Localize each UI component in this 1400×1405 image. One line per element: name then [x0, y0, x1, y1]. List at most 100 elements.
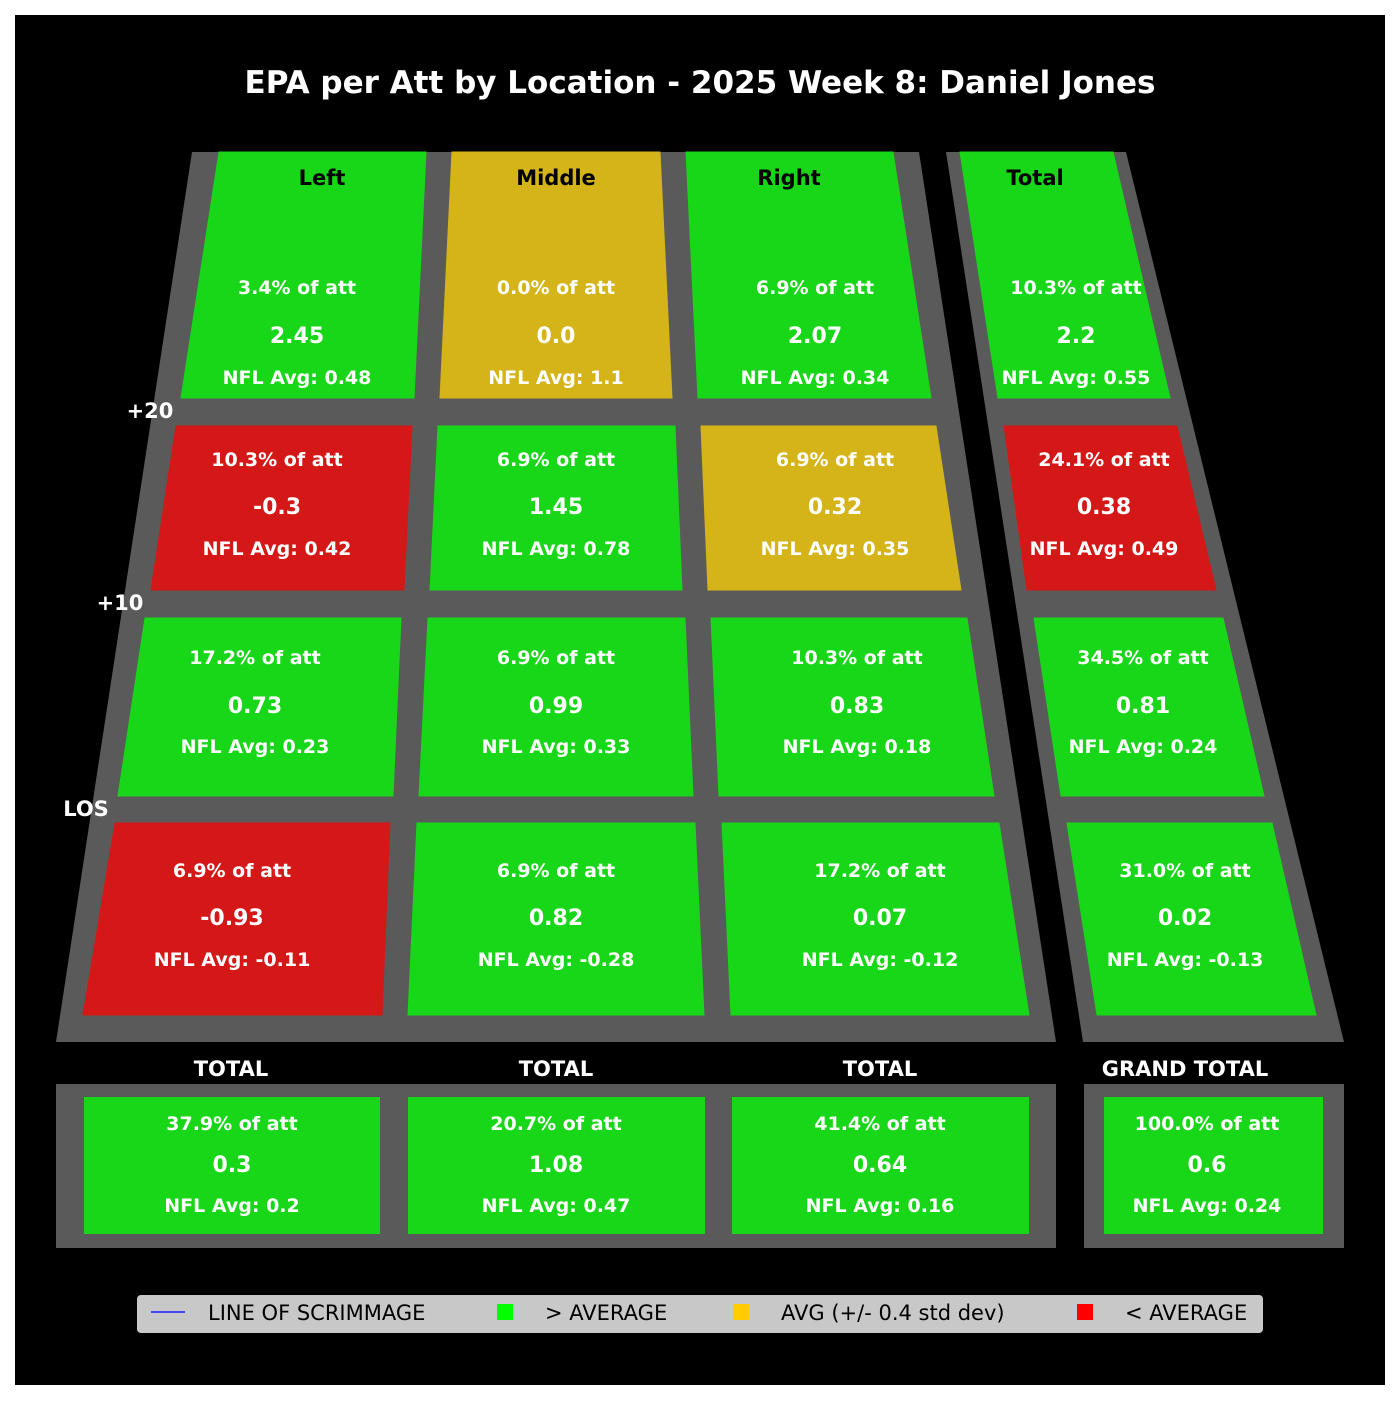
- zone-2-right-epa: 0.32: [808, 495, 862, 520]
- total-right-epa: 0.64: [853, 1153, 907, 1178]
- column-header-right: Right: [757, 166, 820, 190]
- total-right-cell: [732, 1097, 1029, 1234]
- zone-2-right-nfl-avg: NFL Avg: 0.35: [761, 538, 910, 560]
- total-total-pct: 100.0% of att: [1135, 1113, 1280, 1135]
- zone-2-middle-pct: 6.9% of att: [497, 449, 615, 471]
- zone-1-left-cell: [180, 151, 427, 399]
- zone-labels: 3.4% of att 2.45 NFL Avg: 0.48 0.0% of att 0…: [63, 166, 1281, 1217]
- zone-2-middle-nfl-avg: NFL Avg: 0.78: [482, 538, 631, 560]
- zone-3-right-epa: 0.83: [830, 694, 884, 719]
- legend-marker-avg: [733, 1304, 749, 1320]
- zone-3-middle-nfl-avg: NFL Avg: 0.33: [482, 736, 631, 758]
- total-right-pct: 41.4% of att: [814, 1113, 945, 1135]
- zone-1-total-nfl-avg: NFL Avg: 0.55: [1002, 367, 1151, 389]
- zone-2-left-cell: [150, 425, 413, 591]
- total-total-epa: 0.6: [1188, 1153, 1227, 1178]
- total-middle-heading: TOTAL: [519, 1057, 594, 1081]
- zone-2-left-epa: -0.3: [253, 495, 301, 520]
- zone-4-middle-pct: 6.9% of att: [497, 860, 615, 882]
- zone-1-right-cell: [685, 151, 932, 399]
- zone-1-right-nfl-avg: NFL Avg: 0.34: [741, 367, 890, 389]
- zone-3-left-epa: 0.73: [228, 694, 282, 719]
- total-left-epa: 0.3: [213, 1153, 252, 1178]
- zone-3-middle-pct: 6.9% of att: [497, 647, 615, 669]
- zone-1-total-pct: 10.3% of att: [1010, 277, 1141, 299]
- total-total-heading: GRAND TOTAL: [1102, 1057, 1268, 1081]
- zone-4-right-nfl-avg: NFL Avg: -0.12: [802, 949, 959, 971]
- zone-4-left-epa: -0.93: [200, 906, 263, 931]
- zone-1-middle-cell: [439, 151, 673, 399]
- legend-marker-above: [497, 1304, 513, 1320]
- total-middle-nfl-avg: NFL Avg: 0.47: [482, 1195, 631, 1217]
- zone-4-middle-epa: 0.82: [529, 906, 583, 931]
- legend-label-below: < AVERAGE: [1125, 1301, 1247, 1325]
- zone-cells: [82, 151, 1323, 1234]
- zone-2-left-pct: 10.3% of att: [211, 449, 342, 471]
- total-right-nfl-avg: NFL Avg: 0.16: [806, 1195, 955, 1217]
- zone-4-left-cell: [82, 822, 391, 1016]
- zone-1-left-epa: 2.45: [270, 324, 324, 349]
- zone-2-left-nfl-avg: NFL Avg: 0.42: [203, 538, 352, 560]
- zone-3-right-pct: 10.3% of att: [791, 647, 922, 669]
- zone-2-right-cell: [700, 425, 962, 591]
- total-middle-cell: [408, 1097, 705, 1234]
- zone-4-right-epa: 0.07: [853, 906, 907, 931]
- zone-3-right-cell: [710, 617, 995, 797]
- zone-3-total-nfl-avg: NFL Avg: 0.24: [1069, 736, 1218, 758]
- zone-1-middle-nfl-avg: NFL Avg: 1.1: [488, 367, 624, 389]
- zone-3-total-cell: [1033, 617, 1265, 797]
- zone-1-middle-epa: 0.0: [537, 324, 576, 349]
- zone-3-right-nfl-avg: NFL Avg: 0.18: [783, 736, 932, 758]
- zone-2-total-pct: 24.1% of att: [1038, 449, 1169, 471]
- zone-4-total-nfl-avg: NFL Avg: -0.13: [1107, 949, 1264, 971]
- zone-4-middle-cell: [407, 822, 705, 1016]
- zone-4-middle-nfl-avg: NFL Avg: -0.28: [478, 949, 635, 971]
- zone-2-middle-cell: [429, 425, 683, 591]
- zone-3-left-nfl-avg: NFL Avg: 0.23: [181, 736, 330, 758]
- zone-2-right-pct: 6.9% of att: [776, 449, 894, 471]
- total-left-nfl-avg: NFL Avg: 0.2: [164, 1195, 300, 1217]
- zone-4-total-cell: [1066, 822, 1317, 1016]
- zone-4-left-nfl-avg: NFL Avg: -0.11: [154, 949, 311, 971]
- zone-3-middle-cell: [418, 617, 694, 797]
- chart-title: EPA per Att by Location - 2025 Week 8: D…: [245, 65, 1156, 101]
- depth-label-2: +10: [97, 591, 144, 615]
- zone-1-left-nfl-avg: NFL Avg: 0.48: [223, 367, 372, 389]
- zone-2-total-epa: 0.38: [1077, 495, 1131, 520]
- column-header-middle: Middle: [516, 166, 596, 190]
- legend-box: [137, 1295, 1263, 1333]
- legend-label-avg: AVG (+/- 0.4 std dev): [781, 1301, 1005, 1325]
- zone-4-right-cell: [721, 822, 1030, 1016]
- zone-2-total-cell: [1003, 425, 1217, 591]
- zone-3-middle-epa: 0.99: [529, 694, 583, 719]
- depth-label-3: LOS: [63, 797, 109, 821]
- legend-label-los: LINE OF SCRIMMAGE: [208, 1301, 425, 1325]
- zone-4-total-pct: 31.0% of att: [1119, 860, 1250, 882]
- zone-3-left-pct: 17.2% of att: [189, 647, 320, 669]
- total-total-nfl-avg: NFL Avg: 0.24: [1133, 1195, 1282, 1217]
- zone-1-total-epa: 2.2: [1057, 324, 1096, 349]
- zone-4-left-pct: 6.9% of att: [173, 860, 291, 882]
- zone-4-total-epa: 0.02: [1158, 906, 1212, 931]
- zone-1-right-epa: 2.07: [788, 324, 842, 349]
- total-left-heading: TOTAL: [194, 1057, 269, 1081]
- total-left-pct: 37.9% of att: [166, 1113, 297, 1135]
- column-header-total: Total: [1006, 166, 1063, 190]
- column-header-left: Left: [299, 166, 346, 190]
- total-middle-pct: 20.7% of att: [490, 1113, 621, 1135]
- legend-label-above: > AVERAGE: [545, 1301, 667, 1325]
- zone-2-middle-epa: 1.45: [529, 495, 583, 520]
- depth-label-1: +20: [127, 399, 174, 423]
- zone-3-total-epa: 0.81: [1116, 694, 1170, 719]
- zone-1-left-pct: 3.4% of att: [238, 277, 356, 299]
- zone-4-right-pct: 17.2% of att: [814, 860, 945, 882]
- zone-3-left-cell: [117, 617, 402, 797]
- zone-1-total-cell: [959, 151, 1171, 399]
- total-right-heading: TOTAL: [843, 1057, 918, 1081]
- zone-3-total-pct: 34.5% of att: [1077, 647, 1208, 669]
- total-total-cell: [1104, 1097, 1323, 1234]
- total-left-cell: [84, 1097, 380, 1234]
- total-middle-epa: 1.08: [529, 1153, 583, 1178]
- zone-1-middle-pct: 0.0% of att: [497, 277, 615, 299]
